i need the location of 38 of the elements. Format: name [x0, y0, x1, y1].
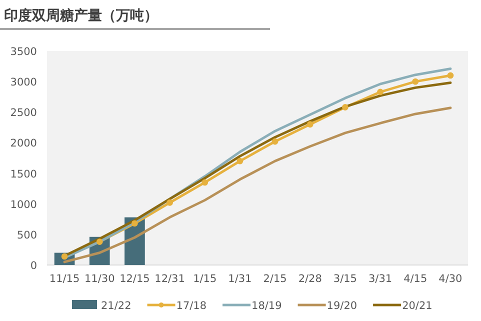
legend-label: 17/18: [176, 300, 207, 312]
legend-label: 21/22: [101, 300, 132, 312]
point: [202, 179, 208, 186]
y-tick-label: 3500: [10, 46, 37, 58]
point: [236, 158, 244, 164]
x-tick-label: 4/15: [404, 273, 428, 285]
point: [342, 104, 348, 110]
y-tick-label: 1500: [10, 168, 37, 180]
point: [447, 72, 454, 79]
y-tick-label: 1000: [10, 198, 37, 211]
line-series: [63, 106, 452, 264]
point: [377, 88, 384, 96]
x-tick-label: 2/15: [263, 273, 287, 285]
legend-label: 19/20: [326, 300, 358, 312]
x-tick-label: 3/15: [333, 273, 358, 285]
point: [166, 199, 173, 206]
x-tick-label: 12/15: [120, 273, 150, 285]
x-tick-label: 2/28: [298, 273, 322, 285]
chart-title: 印度双周糖产量（万吨）: [4, 7, 158, 24]
point: [412, 78, 419, 85]
x-tick-label: 12/31: [154, 273, 185, 285]
legend-label: 20/21: [402, 300, 432, 312]
point: [132, 220, 138, 227]
x-tick-label: 3/31: [368, 273, 392, 285]
point: [306, 121, 314, 128]
x-tick-label: 1/31: [228, 273, 252, 285]
x-tick-label: 1/15: [193, 273, 217, 285]
y-tick-label: 2000: [10, 138, 37, 150]
point: [272, 138, 278, 145]
y-tick-label: 3000: [10, 76, 37, 89]
y-tick-label: 500: [16, 229, 37, 242]
legend-label: 18/19: [252, 300, 282, 312]
x-tick-label: 11/30: [84, 273, 115, 285]
y-tick-label: 2500: [10, 107, 37, 120]
x-tick-label: 4/30: [438, 273, 462, 285]
y-tick-label: 0: [30, 260, 37, 272]
x-tick-label: 11/15: [49, 273, 80, 285]
point: [96, 238, 103, 245]
